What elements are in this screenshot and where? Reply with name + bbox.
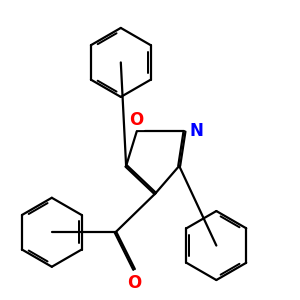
Text: O: O xyxy=(130,111,144,129)
Text: N: N xyxy=(189,122,203,140)
Text: O: O xyxy=(127,274,141,292)
